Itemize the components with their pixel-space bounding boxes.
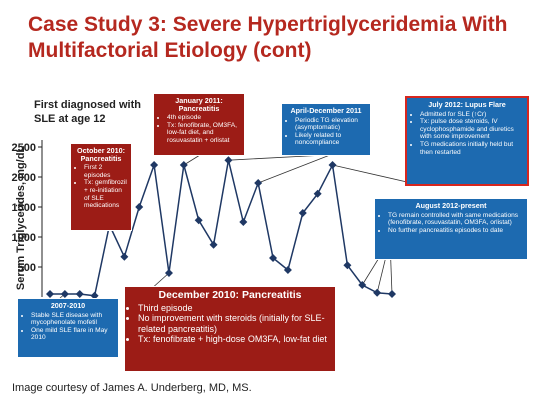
annotation-title: October 2010: Pancreatitis — [77, 146, 125, 163]
annotation-title: December 2010: Pancreatitis — [158, 289, 302, 301]
y-tick-label: 500 — [18, 262, 36, 274]
data-point — [150, 161, 159, 169]
data-point — [46, 290, 54, 298]
data-point — [358, 281, 367, 289]
data-point — [269, 254, 278, 262]
annotation-item: Third episode — [138, 303, 331, 314]
data-point — [224, 156, 233, 165]
annotation-box: December 2010: Pancreatitis Third episode… — [124, 286, 336, 372]
connector — [258, 154, 331, 184]
annotation-box: August 2012-present TG remain controlled … — [374, 198, 528, 260]
y-tick-label: 1000 — [12, 232, 36, 244]
data-point — [313, 189, 322, 198]
annotation-item: TG remain controlled with same medicatio… — [388, 212, 523, 227]
annotation-box: April-December 2011 Periodic TG elevation… — [281, 103, 371, 156]
annotation-item: One mild SLE flare in May 2010 — [31, 327, 114, 342]
data-point — [90, 291, 99, 300]
data-point — [60, 290, 69, 298]
data-point — [298, 209, 307, 217]
annotation-list: Periodic TG elevation (asymptomatic)Like… — [286, 117, 366, 147]
data-point — [164, 269, 173, 277]
data-point — [254, 179, 263, 187]
annotation-title: January 2011: Pancreatitis — [175, 96, 223, 113]
annotation-item: Likely related to noncompliance — [295, 132, 366, 147]
data-point — [209, 240, 218, 249]
data-point — [373, 288, 382, 297]
annotation-box: October 2010: PancreatitisFirst 2 episod… — [70, 143, 132, 231]
data-point — [135, 203, 144, 211]
data-point — [120, 252, 129, 261]
data-point — [194, 216, 203, 225]
annotation-box: January 2011: Pancreatitis4th episodeTx:… — [153, 93, 245, 156]
annotation-item: First 2 episodes — [84, 164, 127, 179]
annotation-list: First 2 episodesTx: gemfibrozil + re-ini… — [75, 164, 127, 210]
annotation-title: April-December 2011 — [290, 106, 362, 115]
annotation-item: Admitted for SLE (↑Cr) — [420, 111, 523, 119]
annotation-item: Stable SLE disease with mycophenolate mo… — [31, 312, 114, 327]
annotation-item: Periodic TG elevation (asymptomatic) — [295, 117, 366, 132]
data-point — [343, 261, 352, 270]
data-point — [328, 161, 337, 169]
annotation-item: Tx: fenofibrate, OM3FA, low-fat diet, an… — [167, 122, 240, 145]
annotation-item: Tx: pulse dose steroids, IV cyclophospha… — [420, 118, 523, 141]
annotation-list: Admitted for SLE (↑Cr)Tx: pulse dose ste… — [411, 111, 523, 157]
caption: Image courtesy of James A. Underberg, MD… — [12, 382, 252, 394]
annotation-box: July 2012: Lupus Flare Admitted for SLE (… — [405, 96, 529, 186]
annotation-item: 4th episode — [167, 114, 240, 122]
diagnosis-note: First diagnosed with SLE at age 12 — [34, 99, 141, 125]
data-point — [75, 290, 84, 298]
annotation-title: 2007-2010 — [50, 301, 86, 310]
data-point — [179, 161, 188, 169]
annotation-title: August 2012-present — [415, 201, 487, 210]
data-point — [283, 266, 292, 274]
annotation-item: No improvement with steroids (initially … — [138, 313, 331, 334]
annotation-list: 4th episodeTx: fenofibrate, OM3FA, low-f… — [158, 114, 240, 144]
data-point — [239, 218, 248, 226]
annotation-item: No further pancreatitis episodes to date — [388, 227, 523, 235]
data-line — [50, 160, 393, 297]
annotation-list: Stable SLE disease with mycophenolate mo… — [22, 312, 114, 342]
y-tick-label: 2500 — [12, 142, 36, 154]
annotation-title: July 2012: Lupus Flare — [428, 100, 506, 109]
annotation-item: Tx: fenofibrate + high-dose OM3FA, low-f… — [138, 334, 331, 345]
annotation-item: TG medications initially held but then r… — [420, 141, 523, 156]
annotation-list: Third episodeNo improvement with steroid… — [129, 303, 331, 345]
annotation-list: TG remain controlled with same medicatio… — [379, 212, 523, 235]
y-axis-label: Serum Triglycerides, mg/dL — [15, 146, 27, 291]
annotation-item: Tx: gemfibrozil + re-initiation of SLE m… — [84, 179, 127, 209]
y-tick-label: 1500 — [12, 202, 36, 214]
data-point — [388, 290, 396, 298]
annotation-box: 2007-2010 Stable SLE disease with mycophe… — [17, 298, 119, 358]
y-tick-label: 2000 — [12, 172, 36, 184]
slide-title: Case Study 3: Severe Hypertriglyceridemi… — [28, 13, 508, 62]
connector — [183, 154, 201, 166]
